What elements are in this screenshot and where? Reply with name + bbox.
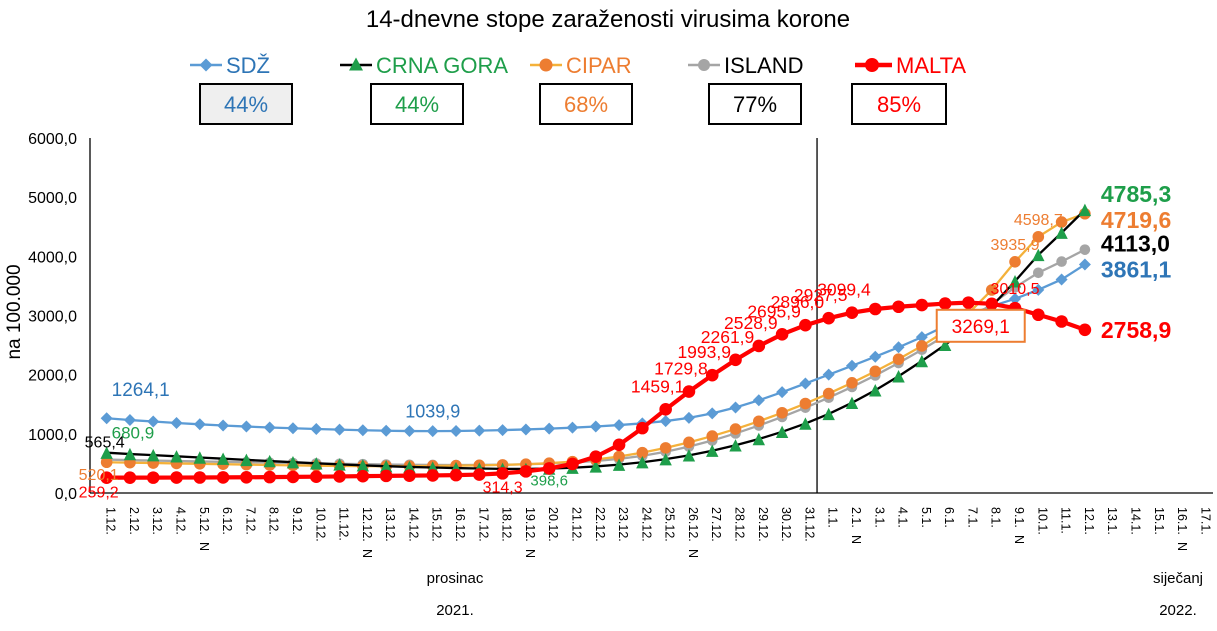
svg-text:1000,0: 1000,0 [28,427,77,444]
svg-text:10.12.: 10.12. [313,507,327,542]
svg-text:24.12.: 24.12. [639,507,653,542]
svg-text:12.12.: 12.12. [360,507,374,542]
svg-text:3010,5: 3010,5 [991,281,1040,298]
svg-text:4113,0: 4113,0 [1101,231,1170,257]
svg-text:3.1.: 3.1. [872,507,886,528]
svg-text:398,6: 398,6 [530,472,568,489]
svg-text:6000,0: 6000,0 [28,131,77,148]
svg-text:23.12.: 23.12. [616,507,630,542]
svg-text:N: N [686,549,700,558]
svg-text:21.12.: 21.12. [569,507,583,542]
svg-text:6.12.: 6.12. [220,507,234,535]
svg-text:1459,1: 1459,1 [631,376,685,396]
svg-text:SDŽ: SDŽ [226,53,270,78]
svg-text:1.1.: 1.1. [826,507,840,528]
svg-text:1264,1: 1264,1 [112,380,170,401]
svg-text:11.1.: 11.1. [1059,507,1073,534]
svg-text:5.1.: 5.1. [919,507,933,528]
svg-text:CIPAR: CIPAR [566,53,632,78]
svg-text:11.12.: 11.12. [337,507,351,541]
svg-text:N: N [197,542,211,551]
svg-text:77%: 77% [733,92,777,117]
svg-text:2758,9: 2758,9 [1101,317,1171,343]
svg-text:3000,0: 3000,0 [28,309,77,326]
svg-text:9.1.: 9.1. [1012,507,1026,528]
svg-text:N: N [1012,535,1026,544]
svg-text:2022.: 2022. [1159,602,1197,619]
svg-text:3861,1: 3861,1 [1101,257,1172,283]
svg-text:0,0: 0,0 [55,486,77,503]
svg-text:na 100.000: na 100.000 [4,264,25,359]
svg-text:16.12.: 16.12. [453,507,467,542]
svg-text:3.12.: 3.12. [150,507,164,535]
svg-text:22.12.: 22.12. [593,507,607,542]
svg-text:2.1.: 2.1. [849,507,863,528]
svg-text:8.1.: 8.1. [989,507,1003,528]
svg-text:MALTA: MALTA [896,53,966,78]
svg-text:2000,0: 2000,0 [28,368,77,385]
svg-text:27.12.: 27.12. [709,507,723,542]
svg-text:44%: 44% [395,92,439,117]
svg-text:4.12.: 4.12. [174,507,188,535]
svg-text:N: N [523,549,537,558]
svg-text:CRNA GORA: CRNA GORA [376,53,508,78]
svg-text:25.12.: 25.12. [663,507,677,542]
svg-text:5.12.: 5.12. [197,507,211,535]
svg-text:17.12.: 17.12. [476,507,490,542]
svg-text:15.1.: 15.1. [1152,507,1166,535]
svg-text:14-dnevne stope zaraženosti vi: 14-dnevne stope zaraženosti virusima kor… [366,6,850,33]
svg-text:3099,4: 3099,4 [817,280,871,300]
svg-text:4000,0: 4000,0 [28,249,77,266]
svg-text:13.1.: 13.1. [1105,507,1119,535]
svg-text:20.12.: 20.12. [546,507,560,542]
svg-text:31.12.: 31.12. [802,507,816,542]
svg-text:N: N [360,549,374,558]
svg-text:259,2: 259,2 [79,485,119,502]
svg-text:12.1.: 12.1. [1082,507,1096,535]
svg-text:9.12.: 9.12. [290,507,304,535]
svg-text:14.12.: 14.12. [406,507,420,542]
svg-text:19.12.: 19.12. [523,507,537,542]
svg-text:5000,0: 5000,0 [28,190,77,207]
svg-text:2021.: 2021. [436,602,474,619]
svg-text:16.1.: 16.1. [1175,507,1189,535]
svg-text:1.12.: 1.12. [104,507,118,535]
svg-text:28.12.: 28.12. [733,507,747,542]
svg-text:17.1.: 17.1. [1198,507,1212,535]
svg-text:7.1.: 7.1. [965,507,979,528]
svg-text:N: N [1175,542,1189,551]
svg-text:15.12.: 15.12. [430,507,444,542]
svg-text:3935,9: 3935,9 [991,237,1040,254]
svg-text:4598,7: 4598,7 [1014,212,1063,229]
svg-text:6.1.: 6.1. [942,507,956,528]
svg-text:314,3: 314,3 [483,479,523,496]
svg-text:14.1.: 14.1. [1128,507,1142,535]
svg-text:1039,9: 1039,9 [405,401,460,421]
svg-text:2.12.: 2.12. [127,507,141,535]
svg-text:siječanj: siječanj [1153,570,1203,587]
svg-text:18.12.: 18.12. [500,507,514,542]
svg-text:44%: 44% [224,92,268,117]
svg-text:prosinac: prosinac [427,570,484,587]
svg-text:N: N [849,535,863,544]
svg-text:10.1.: 10.1. [1035,507,1049,535]
svg-text:68%: 68% [564,92,608,117]
svg-text:29.12.: 29.12. [756,507,770,542]
svg-text:13.12.: 13.12. [383,507,397,542]
svg-text:85%: 85% [877,92,921,117]
svg-text:ISLAND: ISLAND [724,53,803,78]
svg-text:4.1.: 4.1. [896,507,910,528]
svg-text:26.12.: 26.12. [686,507,700,542]
svg-text:4785,3: 4785,3 [1101,181,1171,207]
svg-text:4719,6: 4719,6 [1101,207,1171,233]
svg-text:3269,1: 3269,1 [952,317,1010,338]
svg-text:565,4: 565,4 [85,435,125,452]
svg-text:520,1: 520,1 [79,467,119,484]
svg-text:7.12.: 7.12. [243,507,257,535]
svg-text:30.12.: 30.12. [779,507,793,542]
svg-text:8.12.: 8.12. [267,507,281,535]
